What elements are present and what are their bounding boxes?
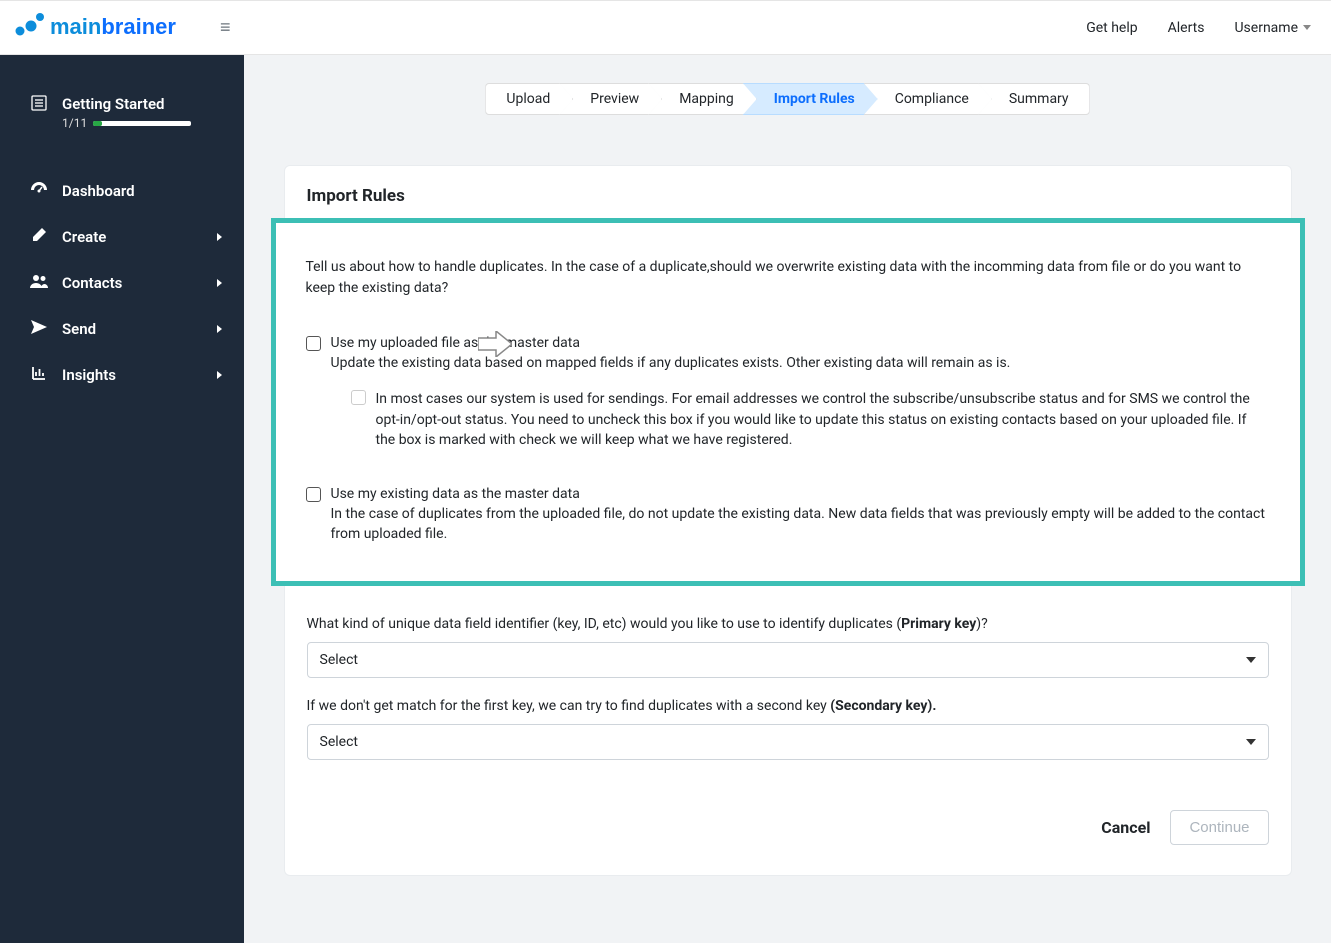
main-content: UploadPreviewMappingImport RulesComplian… [244,55,1331,943]
option-desc: In the case of duplicates from the uploa… [331,504,1270,545]
sub-option-text: In most cases our system is used for sen… [376,389,1270,450]
user-dropdown[interactable]: Username [1234,20,1311,36]
keep-status-sub-option[interactable]: In most cases our system is used for sen… [351,389,1270,450]
caret-down-icon [1303,25,1311,30]
sidebar-item-create[interactable]: Create [0,214,244,260]
annotation-arrow-icon [478,331,512,361]
top-nav: Get help Alerts Username [1086,20,1311,36]
chevron-right-icon [217,371,222,379]
chevron-right-icon [217,279,222,287]
checkbox-icon[interactable] [351,390,366,405]
get-help-link[interactable]: Get help [1086,20,1137,36]
step-preview[interactable]: Preview [559,83,662,115]
sidebar-item-insights[interactable]: Insights [0,352,244,398]
intro-text: Tell us about how to handle duplicates. … [306,257,1270,299]
secondary-key-question: If we don't get match for the first key,… [307,698,1269,714]
primary-key-question: What kind of unique data field identifie… [307,616,1269,632]
sidebar-item-label: Dashboard [62,182,135,200]
step-mapping[interactable]: Mapping [648,83,757,115]
secondary-key-select[interactable]: Select [307,724,1269,760]
select-value: Select [320,734,358,750]
checkbox-icon[interactable] [306,336,321,351]
svg-text:mainbrainer: mainbrainer [50,14,176,39]
dashboard-icon [30,182,48,200]
caret-down-icon [1246,657,1256,663]
import-rules-card: Import Rules Tell us about how to handle… [284,165,1292,876]
option-uploaded-master[interactable]: Use my uploaded file as the master data … [306,335,1270,450]
logo-area: mainbrainer ≡ [10,11,231,45]
username-label: Username [1234,20,1298,36]
send-icon [30,320,48,338]
sidebar-item-label: Insights [62,366,116,384]
option-label: Use my uploaded file as the master data [331,335,1270,351]
continue-button[interactable]: Continue [1170,810,1268,845]
sidebar-item-label: Contacts [62,274,122,292]
progress-bar [93,121,191,126]
users-icon [30,274,48,292]
logo[interactable]: mainbrainer [10,11,210,45]
chevron-right-icon [217,325,222,333]
getting-started-section[interactable]: Getting Started 1/11 [0,85,244,146]
sidebar-item-contacts[interactable]: Contacts [0,260,244,306]
step-upload[interactable]: Upload [485,83,573,115]
card-title: Import Rules [285,166,1291,218]
option-label: Use my existing data as the master data [331,486,1270,502]
card-actions: Cancel Continue [285,780,1291,855]
sidebar-item-send[interactable]: Send [0,306,244,352]
checkbox-icon[interactable] [306,487,321,502]
chart-icon [30,366,48,384]
option-desc: Update the existing data based on mapped… [331,353,1270,373]
step-import-rules[interactable]: Import Rules [743,83,878,115]
menu-toggle-icon[interactable]: ≡ [220,17,231,38]
top-header: mainbrainer ≡ Get help Alerts Username [0,0,1331,55]
duplicate-handling-section: Tell us about how to handle duplicates. … [271,218,1305,586]
wizard-stepper: UploadPreviewMappingImport RulesComplian… [244,55,1331,135]
chevron-right-icon [217,233,222,241]
primary-key-select[interactable]: Select [307,642,1269,678]
caret-down-icon [1246,739,1256,745]
cancel-button[interactable]: Cancel [1101,818,1150,837]
select-value: Select [320,652,358,668]
sidebar-item-label: Create [62,228,106,246]
sidebar: Getting Started 1/11 Dashboard [0,55,244,943]
alerts-link[interactable]: Alerts [1168,20,1205,36]
list-icon [30,95,48,115]
step-summary[interactable]: Summary [978,83,1090,115]
progress-count: 1/11 [62,116,87,130]
sidebar-item-label: Send [62,320,96,338]
sidebar-item-dashboard[interactable]: Dashboard [0,168,244,214]
getting-started-label: Getting Started [62,95,191,113]
step-compliance[interactable]: Compliance [864,83,992,115]
pencil-icon [30,228,48,246]
option-existing-master[interactable]: Use my existing data as the master data … [306,486,1270,545]
